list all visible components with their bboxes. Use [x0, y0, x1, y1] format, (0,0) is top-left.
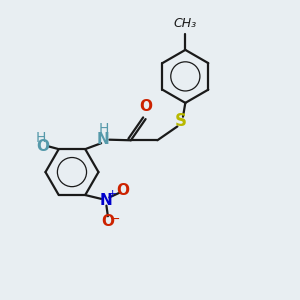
Text: H: H — [36, 131, 46, 145]
Text: −: − — [110, 213, 121, 226]
Text: +: + — [108, 189, 118, 199]
Text: N: N — [97, 132, 109, 147]
Text: S: S — [175, 112, 187, 130]
Text: H: H — [98, 122, 109, 136]
Text: O: O — [36, 139, 49, 154]
Text: O: O — [116, 182, 129, 197]
Text: CH₃: CH₃ — [174, 17, 197, 30]
Text: O: O — [140, 99, 153, 114]
Text: O: O — [101, 214, 114, 229]
Text: N: N — [100, 193, 113, 208]
